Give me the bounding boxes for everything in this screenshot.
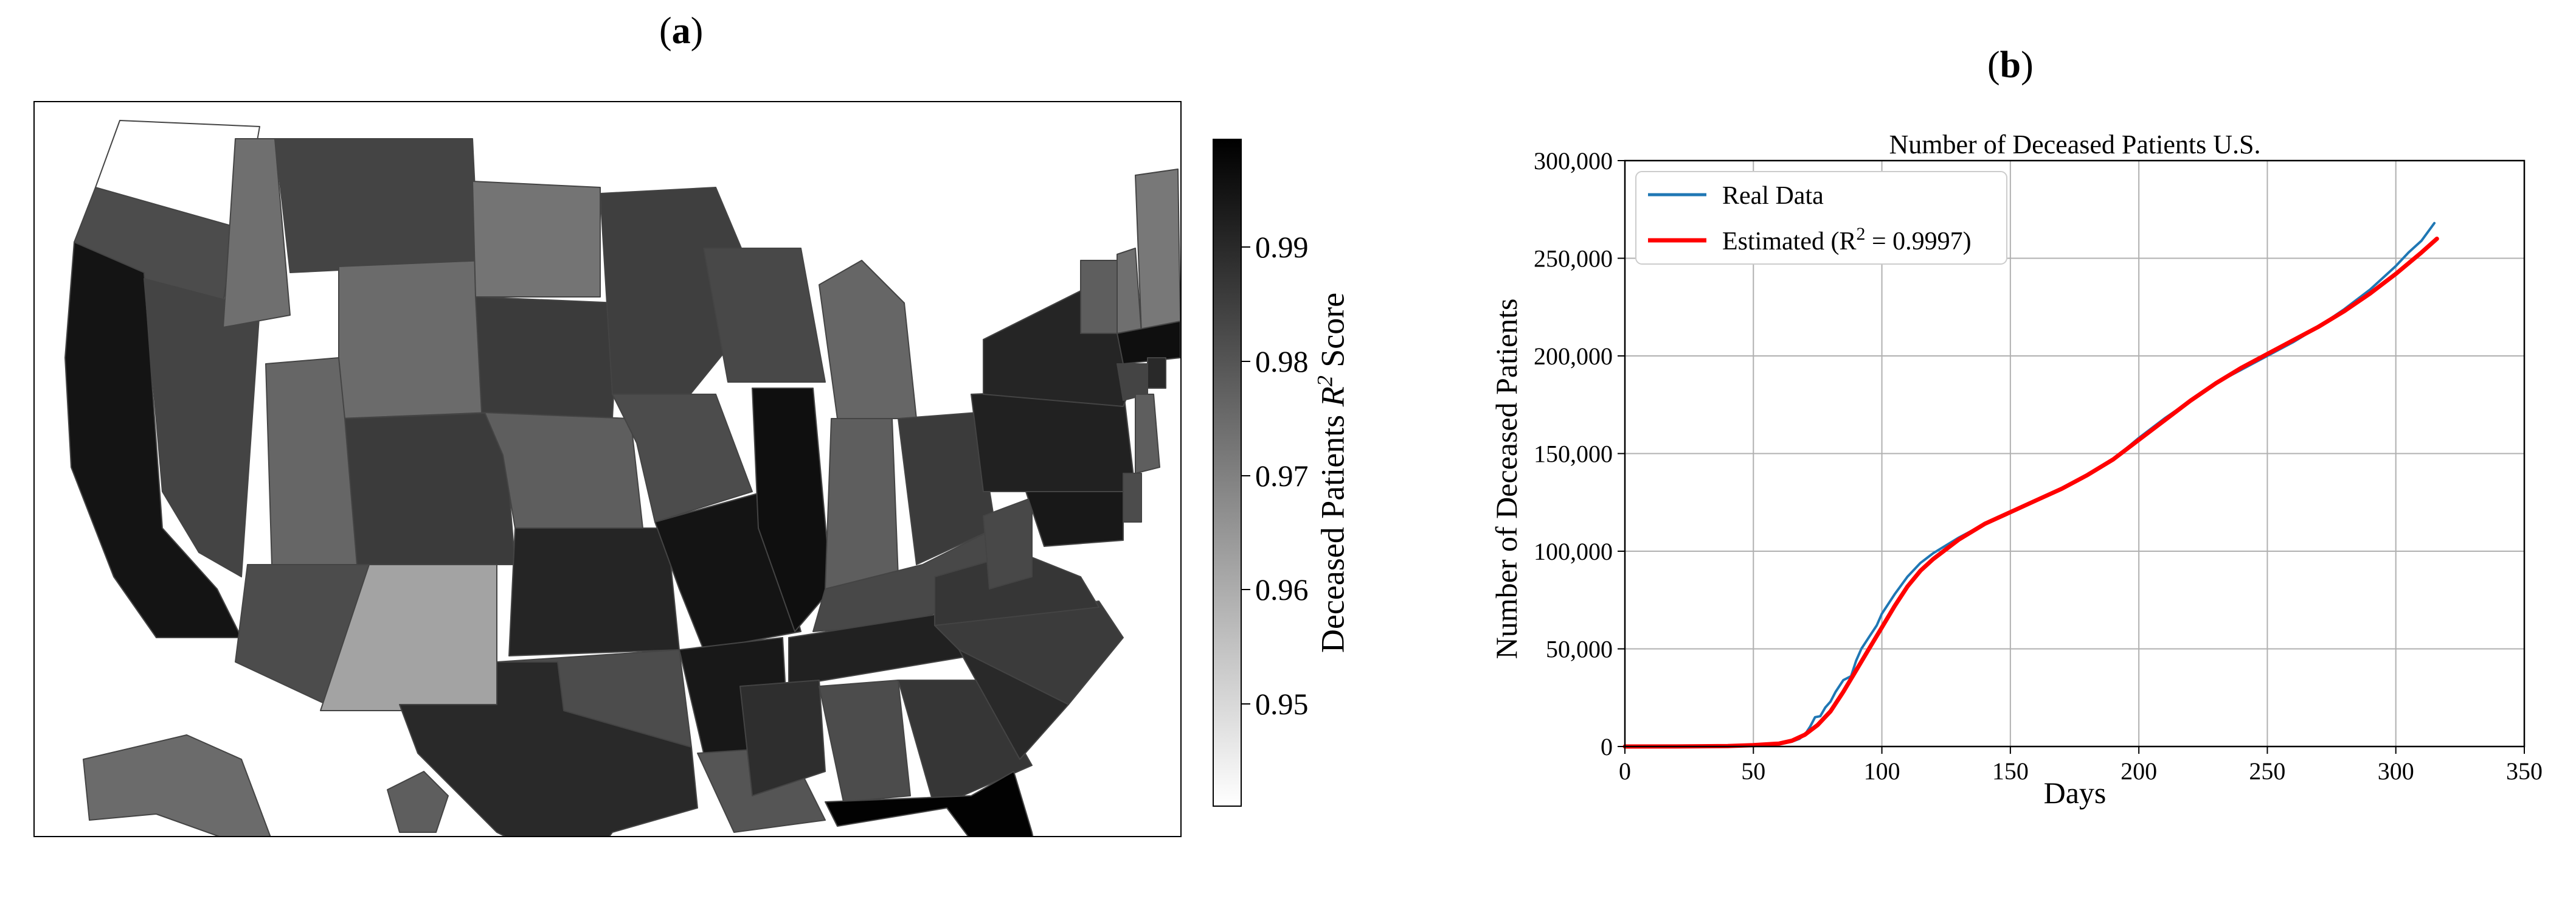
state-texas [399, 661, 698, 836]
state-alabama [819, 680, 911, 802]
colorbar-tick-label: 0.95 [1255, 687, 1309, 722]
y-tick-label: 150,000 [1534, 440, 1613, 468]
colorbar-tick-label: 0.98 [1255, 344, 1309, 378]
x-tick-label: 100 [1864, 757, 1900, 785]
series-estimated-line [1622, 236, 2439, 749]
y-tick-label: 200,000 [1534, 343, 1613, 370]
colorbar [1213, 139, 1242, 807]
colorbar-tick [1242, 475, 1250, 476]
x-tick-label: 50 [1741, 757, 1765, 785]
colorbar-tick-label: 0.97 [1255, 458, 1309, 493]
legend-estimated-label: Estimated (R2 = 0.9997) [1722, 224, 1972, 256]
legend-real-label: Real Data [1722, 182, 1824, 210]
state-idaho [223, 138, 291, 328]
y-tick-label: 0 [1601, 733, 1613, 761]
x-tick-label: 150 [1992, 757, 2029, 785]
chart-ticks: 0 50 100 150 200 250 300 350 0 50,000 100,000 150,0… [1534, 147, 2543, 785]
colorbar-tick-label: 0.99 [1255, 230, 1309, 265]
y-axis-label: Number of Deceased Patients [1489, 299, 1523, 660]
colorbar-tick [1242, 703, 1250, 705]
panel-a-label: (a) [659, 10, 704, 52]
state-florida [825, 771, 1034, 836]
state-illinois [752, 388, 832, 632]
colorbar-tick-label: 0.96 [1255, 573, 1309, 607]
chart-lines [1622, 221, 2439, 749]
y-tick-label: 100,000 [1534, 538, 1613, 565]
x-tick-label: 300 [2378, 757, 2414, 785]
plot-area-frame [1624, 159, 2526, 748]
colorbar-tick [1242, 361, 1250, 362]
state-california [64, 242, 242, 638]
state-new-jersey [1135, 394, 1160, 474]
state-maryland [1025, 491, 1124, 547]
state-alaska [83, 734, 271, 836]
us-map [64, 120, 1180, 836]
state-north-dakota [472, 181, 601, 298]
x-tick-label: 350 [2506, 757, 2543, 785]
x-tick-label: 0 [1619, 757, 1631, 785]
y-tick-label: 50,000 [1546, 636, 1613, 663]
chart-title: Number of Deceased Patients U.S. [1889, 130, 2261, 159]
y-tick-label: 300,000 [1534, 147, 1613, 175]
colorbar-tick [1242, 246, 1250, 248]
state-iowa [612, 394, 753, 523]
state-maine [1135, 169, 1180, 334]
legend-box [1635, 171, 2007, 265]
series-real-data-line [1624, 221, 2436, 748]
state-massachusetts [1117, 321, 1180, 364]
state-mississippi [739, 680, 826, 796]
panel-b-label: (b) [1987, 44, 2034, 86]
state-wisconsin [703, 248, 826, 383]
colorbar-tick [1242, 589, 1250, 591]
x-axis-label: Days [2044, 776, 2107, 810]
state-michigan [819, 260, 917, 419]
state-rhode-island [1147, 357, 1166, 389]
us-map-frame [33, 101, 1182, 837]
x-tick-label: 250 [2249, 757, 2285, 785]
state-west-virginia [983, 497, 1033, 590]
legend: Real Data Estimated (R2 = 0.9997) [1635, 171, 2007, 265]
state-hawaii [387, 771, 449, 833]
y-tick-label: 250,000 [1534, 245, 1613, 273]
x-tick-label: 200 [2121, 757, 2157, 785]
